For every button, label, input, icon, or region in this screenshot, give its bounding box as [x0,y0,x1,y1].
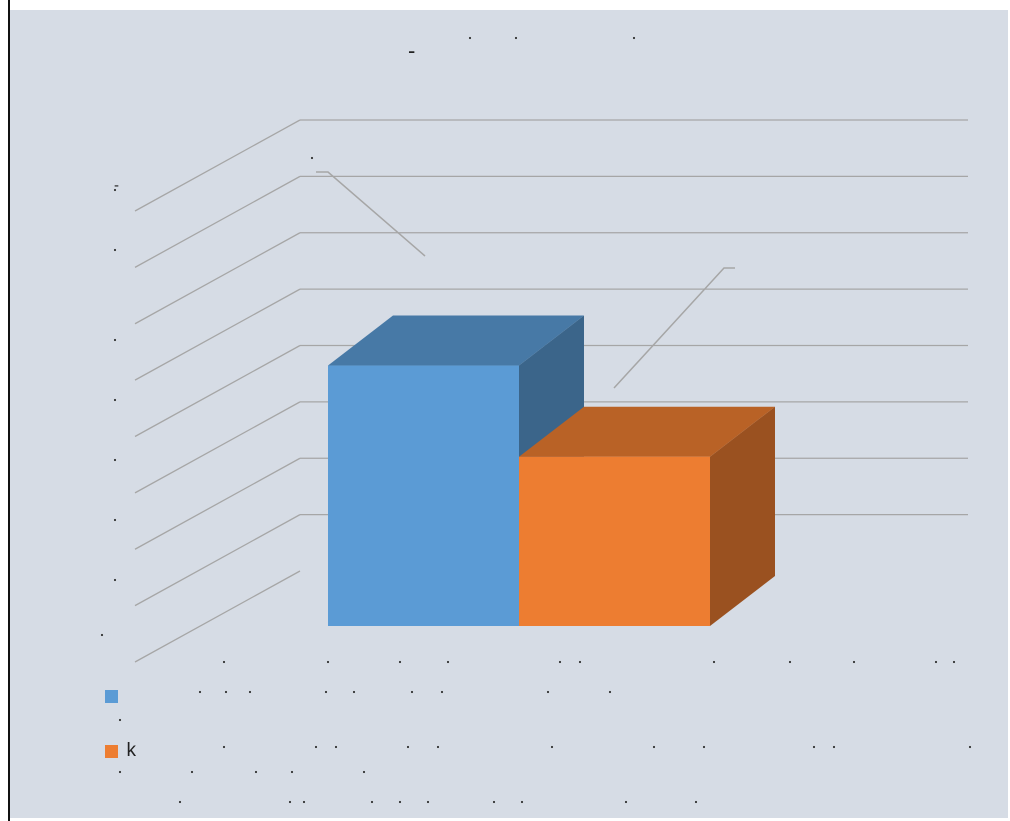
faint-mark [222,660,226,664]
faint-mark [702,745,706,749]
faint-mark [406,745,410,749]
faint-mark [694,800,698,804]
bar-top-1 [328,315,584,366]
legend-swatch-series-2 [105,744,118,758]
faint-mark [558,660,562,664]
faint-mark [113,398,117,402]
bar-front-2 [519,456,710,626]
y-tick-labels: - [114,177,119,194]
gridline-side-7 [134,175,301,268]
faint-mark [288,800,292,804]
faint-mark [712,660,716,664]
faint-mark [290,770,294,774]
legend-swatch-series-1 [105,689,118,703]
legend-item-series-1 [105,685,122,707]
faint-mark [100,633,104,637]
faint-mark [334,745,338,749]
gridline-side-2 [134,457,301,550]
faint-mark [934,660,938,664]
faint-mark [362,770,366,774]
faint-mark [436,745,440,749]
faint-mark [426,800,430,804]
faint-mark [520,800,524,804]
faint-label-marks [100,36,972,804]
faint-mark [410,690,414,694]
faint-mark [492,800,496,804]
legend-label-series-2: k [126,740,136,761]
faint-mark [314,745,318,749]
faint-mark [398,800,402,804]
faint-mark [310,156,314,160]
faint-mark [326,660,330,664]
chart-plot: - - [100,36,972,804]
faint-mark [440,690,444,694]
chart-area: - - k [10,10,1008,818]
faint-mark [446,660,450,664]
gridline-side-0 [134,570,301,663]
bar-front-1 [328,365,519,626]
faint-mark [324,690,328,694]
gridline-side-3 [134,401,301,494]
bar-top-2 [519,406,775,457]
faint-mark [352,690,356,694]
window-left-border [8,0,10,821]
legend-item-series-2: k [105,740,136,762]
faint-mark [113,518,117,522]
faint-mark [546,690,550,694]
data-label-leader-2 [613,267,735,389]
gridline-side-6 [134,232,301,325]
faint-mark [113,458,117,462]
faint-mark [632,36,636,40]
faint-mark [788,660,792,664]
faint-mark [118,718,122,722]
faint-mark [198,690,202,694]
faint-mark [398,660,402,664]
faint-mark [113,578,117,582]
y-tick-label: - [114,177,119,194]
faint-mark [302,800,306,804]
faint-mark [113,188,117,192]
data-label-leader-1 [316,171,426,257]
gridline-side-4 [134,344,301,438]
faint-mark [370,800,374,804]
data-label-leaders [316,171,735,389]
faint-mark [190,770,194,774]
faint-mark [248,690,252,694]
faint-mark [832,745,836,749]
chart-title: - [408,38,415,63]
faint-mark [468,36,472,40]
faint-mark [578,660,582,664]
faint-mark [852,660,856,664]
faint-mark [624,800,628,804]
gridline-side-8 [134,119,301,212]
faint-mark [652,745,656,749]
faint-mark [224,690,228,694]
faint-mark [222,745,226,749]
gridline-side-1 [134,514,301,607]
faint-mark [952,660,956,664]
faint-mark [118,770,122,774]
faint-mark [178,800,182,804]
faint-mark [113,248,117,252]
faint-mark [514,36,518,40]
faint-mark [113,338,117,342]
gridline-side-5 [134,288,301,381]
faint-mark [550,745,554,749]
faint-mark [812,745,816,749]
faint-mark [608,690,612,694]
faint-mark [254,770,258,774]
faint-mark [968,745,972,749]
bar-side-2 [710,406,775,626]
bars [328,315,775,626]
